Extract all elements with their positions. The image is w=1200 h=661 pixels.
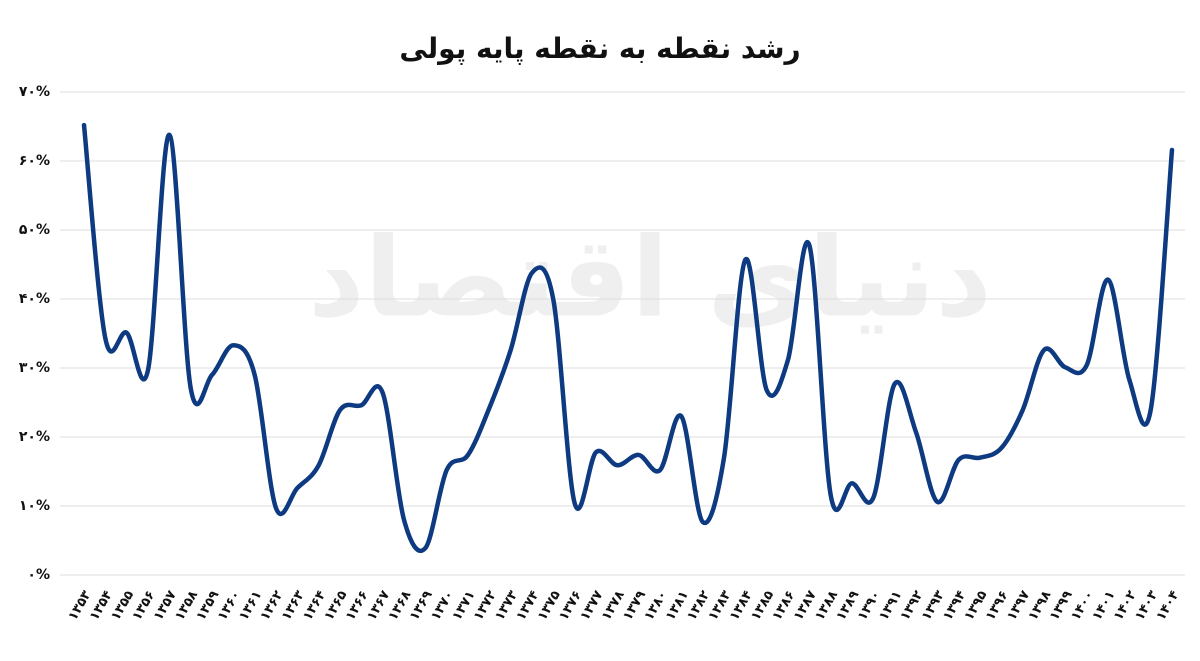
line <box>81 122 1175 554</box>
chart-title: رشد نقطه به نقطه پایه پولی <box>399 32 800 65</box>
watermark: دنیای اقتصاد <box>308 213 992 341</box>
y-tick-label: ۶۰% <box>19 153 50 169</box>
y-tick-label: ۵۰% <box>19 222 50 238</box>
y-tick-label: ۳۰% <box>19 360 50 376</box>
y-tick-label: ۷۰% <box>19 84 50 100</box>
y-tick-label: ۱۰% <box>19 498 50 514</box>
y-tick-label: ۴۰% <box>19 291 50 307</box>
y-tick-label: ۰% <box>27 567 50 583</box>
y-tick-label: ۲۰% <box>19 429 50 445</box>
x-tick-label: ۱۴۰۴ <box>1154 588 1183 623</box>
